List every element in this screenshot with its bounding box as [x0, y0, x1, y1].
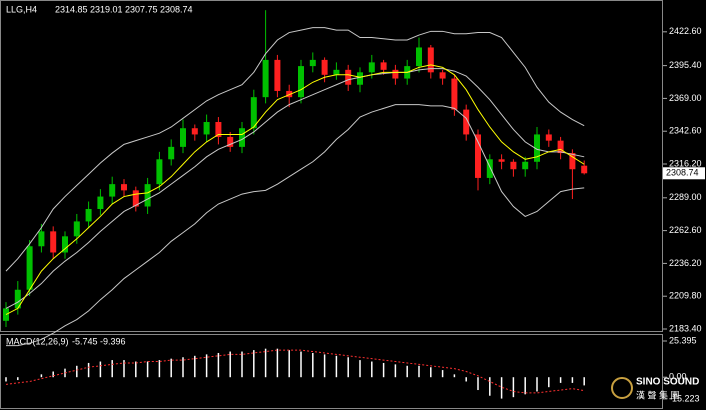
y-tick-label: 2316.20: [669, 158, 702, 168]
candle-body: [392, 69, 399, 79]
candle-body: [144, 184, 151, 207]
candle-body: [380, 62, 387, 70]
y-tick-label: 2395.40: [669, 60, 702, 70]
candle-body: [309, 59, 316, 67]
macd-tick-label: -15.223: [669, 393, 700, 403]
candle-body: [463, 109, 470, 135]
candle-body: [510, 161, 517, 170]
candle-body: [498, 159, 505, 162]
open-value: 2314.85: [55, 4, 88, 14]
candle-body: [109, 184, 116, 197]
candle-body: [298, 66, 304, 98]
y-tick-label: 2369.00: [669, 93, 702, 103]
main-frame: [0, 0, 663, 332]
candle-body: [416, 47, 422, 67]
candle-body: [250, 97, 257, 129]
candle-body: [227, 136, 234, 147]
y-tick-label: 2289.00: [669, 192, 702, 202]
macd-signal: [5, 349, 585, 394]
line-upper: [5, 27, 585, 272]
y-tick-label: 2342.60: [669, 126, 702, 136]
candle-body: [215, 122, 222, 137]
high-value: 2319.01: [90, 4, 123, 14]
candle-body: [427, 47, 434, 73]
logo: SINO SOUND 漢 聲 集 團: [611, 377, 699, 400]
line-middle: [5, 68, 585, 309]
candle-body: [14, 289, 21, 309]
candle-body: [191, 128, 198, 135]
candle-body: [239, 128, 245, 147]
y-tick-label: 2209.80: [669, 291, 702, 301]
logo-icon: [611, 377, 633, 399]
candle-body: [168, 146, 175, 160]
candle-body: [522, 161, 529, 170]
candle-body: [534, 134, 540, 162]
candle-body: [475, 134, 481, 178]
y-tick-label: 2422.60: [669, 26, 702, 36]
candle-body: [321, 59, 328, 75]
symbol: LLG,H4: [6, 4, 37, 14]
candle-body: [286, 90, 293, 98]
line-ma: [5, 64, 585, 316]
macd-signal-value: -9.396: [100, 336, 126, 346]
macd-frame: [0, 334, 663, 409]
candle-body: [581, 165, 588, 174]
candle-body: [26, 246, 33, 290]
y-tick-label: 2183.40: [669, 323, 702, 333]
candle-body: [451, 78, 458, 110]
macd-label: MACD(12,26,9): [6, 336, 69, 346]
candle-body: [97, 196, 104, 209]
candle-body: [262, 59, 269, 98]
macd-tick-label: 25.395: [669, 335, 697, 345]
candle-body: [357, 72, 363, 85]
candle-body: [545, 134, 552, 141]
candle-body: [132, 190, 139, 207]
candle-body: [62, 236, 68, 253]
candle-body: [569, 153, 576, 170]
candle-body: [3, 308, 9, 321]
macd-hist-value: -5.745: [72, 336, 98, 346]
line-lower: [6, 104, 585, 347]
candle-body: [50, 231, 57, 253]
candle-body: [345, 69, 352, 85]
candle-body: [486, 159, 493, 178]
header: LLG,H4 2314.85 2319.01 2307.75 2308.74 M…: [6, 4, 193, 346]
candle-body: [180, 128, 186, 147]
close-value: 2308.74: [160, 4, 193, 14]
candle-body: [439, 72, 446, 79]
y-tick-label: 2262.60: [669, 225, 702, 235]
candle-body: [333, 69, 340, 75]
candle-body: [156, 159, 163, 185]
macd-tick-label: 0.00: [669, 372, 687, 382]
candle-body: [274, 59, 281, 91]
price-box: [663, 167, 705, 180]
candle-body: [368, 62, 375, 73]
candle-body: [203, 122, 210, 135]
candle-body: [85, 208, 92, 222]
low-value: 2307.75: [125, 4, 158, 14]
candle-body: [121, 184, 127, 191]
candle-body: [557, 140, 564, 154]
candle-body: [38, 231, 45, 247]
candle-body: [73, 221, 80, 237]
y-tick-label: 2236.20: [669, 258, 702, 268]
price-label: 2308.74: [666, 168, 699, 178]
logo-name: SINO SOUND: [636, 377, 699, 388]
logo-chinese: 漢 聲 集 團: [636, 389, 680, 400]
